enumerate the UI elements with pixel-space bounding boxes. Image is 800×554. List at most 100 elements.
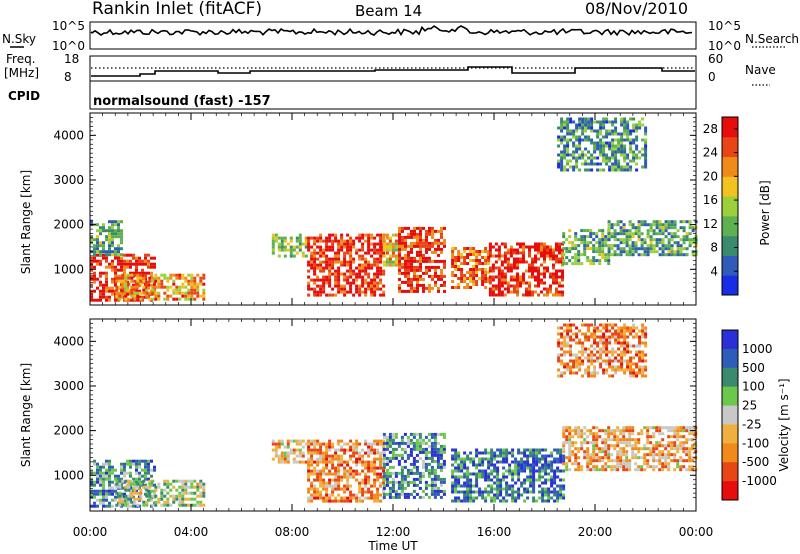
heatmap-cell [529, 466, 533, 470]
heatmap-cell [105, 229, 108, 233]
heatmap-cell [604, 429, 608, 433]
heatmap-cell [135, 459, 138, 463]
heatmap-cell [352, 472, 356, 476]
heatmap-cell [440, 247, 443, 251]
heatmap-cell [556, 499, 560, 503]
heatmap-cell [391, 486, 395, 490]
heatmap-cell [626, 153, 630, 157]
heatmap-cell [614, 165, 618, 169]
heatmap-cell [364, 281, 368, 285]
heatmap-cell [202, 482, 206, 486]
heatmap-cell [523, 481, 527, 485]
heatmap-cell [460, 469, 464, 473]
heatmap-cell [644, 141, 648, 145]
heatmap-cell [111, 489, 114, 493]
heatmap-cell [634, 244, 638, 248]
heatmap-cell [613, 429, 617, 433]
heatmap-cell [511, 493, 515, 497]
heatmap-cell [517, 487, 521, 491]
heatmap-cell [132, 271, 135, 275]
heatmap-cell [561, 251, 564, 255]
heatmap-cell [202, 494, 206, 498]
heatmap-cell [544, 487, 548, 491]
heatmap-cell [123, 468, 126, 472]
heatmap-cell [622, 441, 626, 445]
heatmap-cell [691, 432, 695, 436]
heatmap-cell [589, 232, 593, 236]
heatmap-cell [307, 460, 311, 464]
heatmap-cell [193, 479, 197, 483]
heatmap-cell [643, 468, 647, 472]
heatmap-cell [529, 481, 533, 485]
heatmap-cell [487, 253, 491, 256]
heatmap-cell [523, 463, 527, 467]
heatmap-cell [601, 447, 605, 451]
heatmap-cell [316, 245, 320, 249]
heatmap-cell [469, 487, 473, 491]
heatmap-cell [382, 248, 386, 252]
heatmap-cell [172, 288, 176, 292]
heatmap-cell [346, 248, 350, 252]
heatmap-cell [611, 335, 615, 339]
heatmap-cell [422, 286, 425, 290]
heatmap-cell [522, 242, 525, 246]
heatmap-cell [355, 496, 359, 500]
heatmap-cell [601, 468, 605, 472]
noise-right-tick-bottom: 10^0 [708, 39, 741, 53]
heatmap-cell [688, 241, 692, 245]
heatmap-cell [406, 492, 410, 496]
heatmap-cell [141, 268, 144, 272]
heatmap-cell [469, 247, 473, 250]
heatmap-cell [307, 248, 311, 252]
heatmap-cell [114, 232, 117, 236]
heatmap-cell [466, 478, 470, 482]
heatmap-cell [598, 229, 602, 233]
heatmap-cell [626, 344, 630, 348]
heatmap-cell [115, 482, 119, 486]
heatmap-cell [509, 278, 513, 282]
heatmap-cell [388, 489, 392, 493]
heatmap-cell [382, 245, 386, 249]
heatmap-cell [434, 274, 437, 278]
heatmap-cell [505, 448, 509, 452]
heatmap-cell [537, 248, 540, 252]
heatmap-cell [629, 365, 633, 369]
heatmap-cell [391, 242, 395, 246]
heatmap-cell [616, 459, 620, 463]
heatmap-cell [439, 450, 443, 454]
heatmap-cell [484, 496, 488, 500]
heatmap-cell [367, 478, 371, 482]
heatmap-cell [587, 359, 591, 363]
heatmap-cell [391, 441, 395, 445]
heatmap-cell [419, 259, 422, 263]
heatmap-cell [611, 150, 615, 154]
heatmap-cell [546, 287, 549, 291]
heatmap-cell [379, 293, 383, 297]
beam-title: Beam 14 [355, 2, 422, 20]
heatmap-cell [593, 341, 597, 345]
heatmap-cell [410, 283, 413, 287]
heatmap-cell [138, 256, 141, 260]
heatmap-cell [589, 441, 593, 445]
heatmap-cell [538, 490, 542, 494]
heatmap-cell [428, 226, 431, 230]
heatmap-cell [419, 238, 422, 242]
heatmap-cell [523, 487, 527, 491]
heatmap-cell [568, 229, 572, 233]
heatmap-cell [328, 478, 332, 482]
heatmap-cell [472, 250, 476, 253]
heatmap-cell [120, 262, 123, 266]
heatmap-cell [537, 278, 540, 282]
heatmap-cell [355, 266, 359, 270]
heatmap-cell [114, 229, 117, 233]
heatmap-cell [376, 248, 380, 252]
heatmap-cell [406, 495, 410, 499]
heatmap-cell [132, 256, 135, 260]
heatmap-cell [313, 257, 317, 261]
heatmap-cell [415, 447, 419, 451]
heatmap-cell [513, 278, 516, 282]
heatmap-cell [472, 265, 476, 268]
heatmap-cell [511, 490, 515, 494]
heatmap-cell [394, 447, 398, 451]
heatmap-cell [123, 474, 126, 478]
